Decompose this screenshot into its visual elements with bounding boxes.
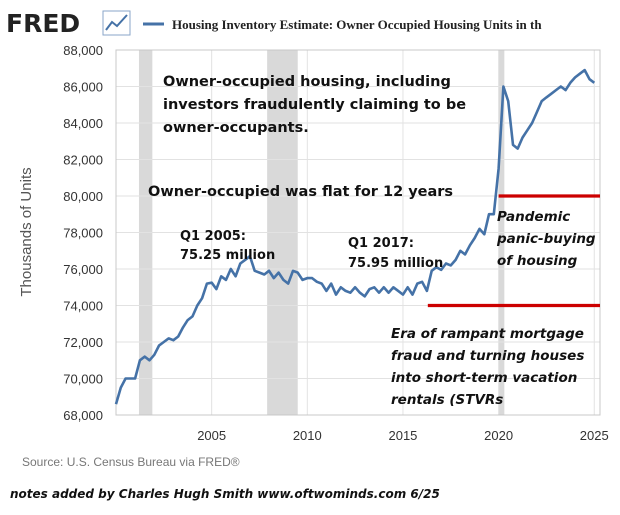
y-tick-label: 82,000 [63, 153, 103, 168]
annotation-era-line-4: rentals (STVRs [391, 392, 503, 408]
y-tick-labels: 68,000 70,000 72,000 74,000 76,000 78,000 80,0… [63, 43, 103, 423]
y-tick-label: 76,000 [63, 262, 103, 277]
y-axis-label: Thousands of Units [18, 167, 35, 296]
x-tick-labels: 2005 2010 2015 2020 2025 [197, 428, 609, 443]
series-title: Housing Inventory Estimate: Owner Occupi… [172, 17, 542, 32]
annotation-main-line-1: Owner-occupied housing, including [163, 74, 451, 90]
annotation-pandemic-line-2: panic-buying [496, 231, 596, 247]
annotation-era-line-1: Era of rampant mortgage [391, 326, 584, 342]
series-lines [114, 68, 596, 405]
y-tick-label: 88,000 [63, 43, 103, 58]
annotation-pandemic-line-1: Pandemic [497, 209, 570, 225]
annotation-lines [427, 194, 600, 308]
annotation-era-line-3: into short-term vacation [391, 370, 577, 386]
annotation-era-line-2: fraud and turning houses [391, 348, 584, 364]
x-tick-label: 2015 [388, 428, 417, 443]
x-tick-label: 2020 [484, 428, 513, 443]
fred-logo: FRED [6, 9, 80, 38]
annotation-pandemic-line-3: of housing [497, 253, 578, 269]
source-text: Source: U.S. Census Bureau via FRED® [22, 455, 240, 469]
y-tick-label: 80,000 [63, 189, 103, 204]
annotation-main-line-3: owner-occupants. [163, 120, 309, 136]
y-tick-label: 68,000 [63, 408, 103, 423]
plot-frame [115, 49, 601, 416]
fred-chart-icon [102, 10, 131, 36]
annotation-q1-2017-line-1: Q1 2017: [348, 236, 414, 251]
series-line-1 [114, 68, 596, 405]
x-tick-label: 2005 [197, 428, 226, 443]
footer-note: notes added by Charles Hugh Smith www.of… [10, 487, 440, 501]
y-tick-label: 84,000 [63, 116, 103, 131]
annotation-main-line-2: investors fraudulently claiming to be [163, 97, 466, 113]
y-tick-label: 72,000 [63, 335, 103, 350]
y-tick-label: 78,000 [63, 226, 103, 241]
annotation-flat: Owner-occupied was flat for 12 years [148, 184, 453, 200]
annotation-q1-2005-line-2: 75.25 million [180, 248, 275, 263]
x-tick-label: 2010 [293, 428, 322, 443]
annotation-q1-2017-line-2: 75.95 million [348, 256, 443, 271]
annotation-q1-2005-line-1: Q1 2005: [180, 229, 246, 244]
x-tick-label: 2025 [580, 428, 609, 443]
y-tick-label: 74,000 [63, 299, 103, 314]
y-tick-label: 70,000 [63, 372, 103, 387]
y-tick-label: 86,000 [63, 80, 103, 95]
